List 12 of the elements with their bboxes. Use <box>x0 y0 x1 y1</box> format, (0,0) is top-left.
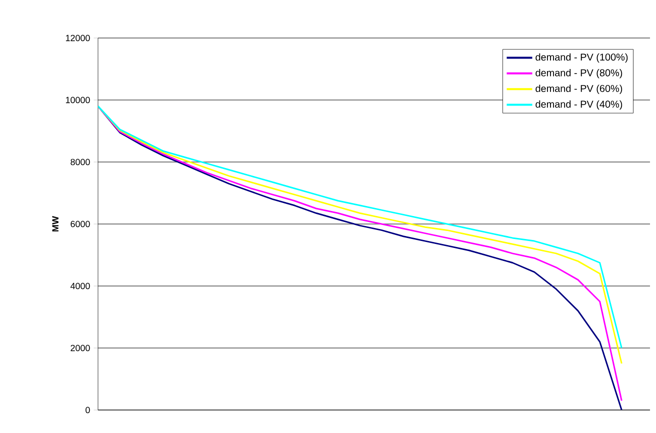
legend-label: demand - PV (80%) <box>536 69 622 78</box>
y-tick-label: 0 <box>86 406 90 414</box>
y-tick-label: 4000 <box>70 282 90 290</box>
y-tick-label: 2000 <box>70 344 90 352</box>
y-tick-label: 10000 <box>66 96 90 104</box>
y-tick-label: 6000 <box>70 220 90 228</box>
y-axis-title: MW <box>52 216 58 232</box>
legend-label: demand - PV (40%) <box>536 100 622 110</box>
legend-label: demand - PV (60%) <box>536 84 622 94</box>
y-tick-label: 8000 <box>70 158 90 166</box>
legend-label: demand - PV (100%) <box>536 53 628 63</box>
y-tick-label: 12000 <box>66 34 90 42</box>
